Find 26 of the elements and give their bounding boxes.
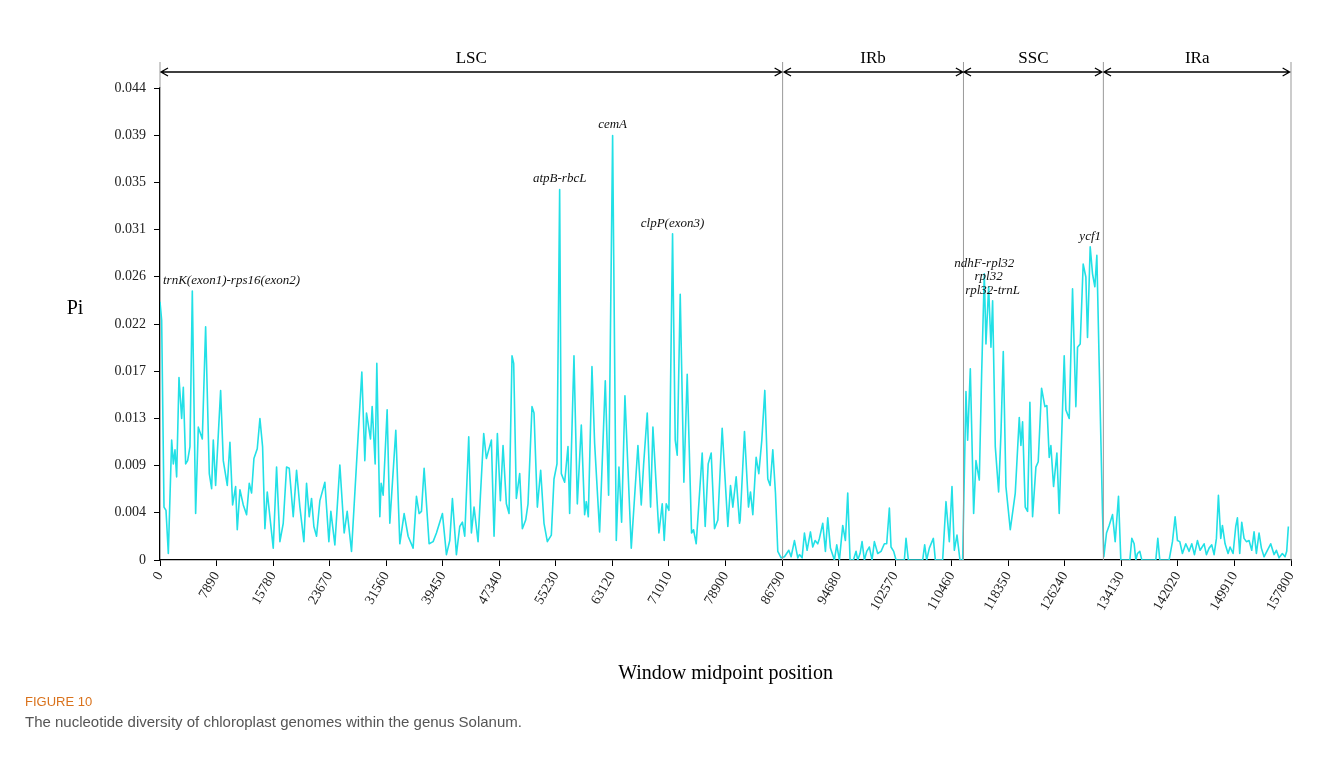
annotation: clpP(exon3) bbox=[640, 214, 705, 230]
annotation: atpB-rbcL bbox=[532, 170, 587, 186]
y-tick-label: 0.022 bbox=[114, 315, 146, 331]
y-tick-label: 0.039 bbox=[114, 126, 146, 142]
caption: FIGURE 10 bbox=[25, 694, 94, 709]
annotation: trnK(exon1)-rps16(exon2) bbox=[163, 271, 301, 287]
y-tick-label: 0.004 bbox=[114, 504, 146, 520]
y-tick-label: 0.017 bbox=[114, 362, 146, 378]
annotation: ycf1 bbox=[1077, 227, 1102, 243]
y-tick-label: 0.026 bbox=[114, 268, 146, 284]
y-tick-label: 0.035 bbox=[114, 174, 146, 190]
text: IRa bbox=[1184, 47, 1210, 67]
y-tick-label: 0.013 bbox=[114, 410, 146, 426]
y-tick-label: 0.009 bbox=[114, 457, 146, 473]
annotation: ndhF-rpl32 bbox=[954, 254, 1015, 270]
y-axis-title: Pi bbox=[66, 296, 84, 319]
text: LSC bbox=[455, 47, 487, 67]
y-tick-label: 0 bbox=[139, 551, 146, 567]
y-tick-label: 0.044 bbox=[114, 79, 146, 95]
annotation: cemA bbox=[598, 116, 628, 132]
text: The nucleotide diversity of chloroplast genomes within the genus Solanum. bbox=[25, 713, 523, 730]
text: IRb bbox=[860, 47, 886, 67]
y-tick-label: 0.031 bbox=[114, 221, 146, 237]
text: SSC bbox=[1018, 47, 1049, 67]
x-axis-title: Window midpoint position bbox=[618, 661, 833, 685]
x-tick-label: 0 bbox=[149, 569, 166, 583]
